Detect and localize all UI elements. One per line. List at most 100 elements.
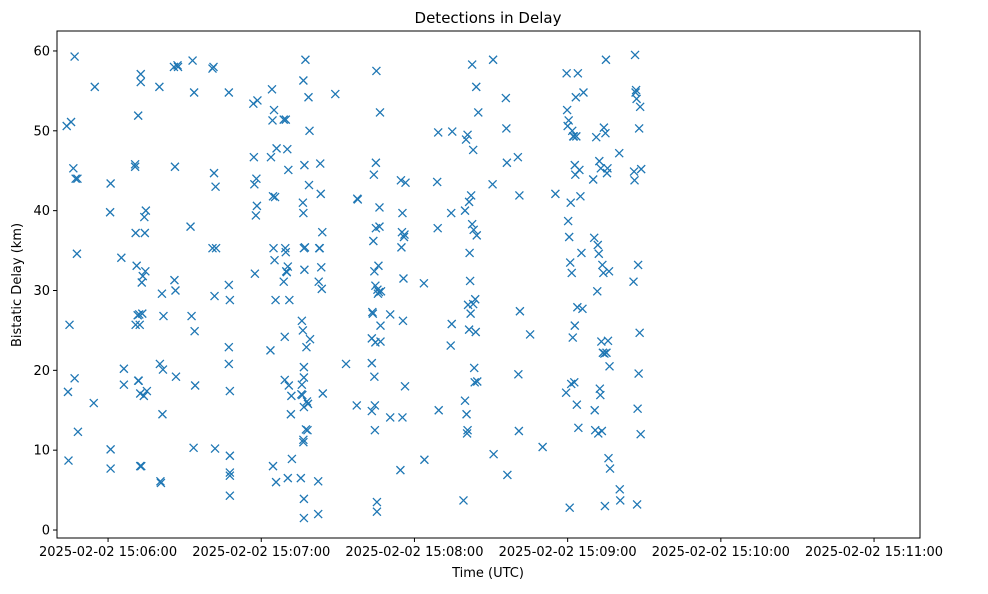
y-tick-label: 50 xyxy=(33,124,50,139)
detection-point xyxy=(419,455,429,465)
detection-point xyxy=(432,177,442,187)
detection-point xyxy=(317,227,327,237)
detection-point xyxy=(371,158,381,168)
detection-point xyxy=(298,76,308,85)
detection-point xyxy=(565,258,575,268)
detection-point xyxy=(316,262,326,272)
detection-point xyxy=(376,286,386,296)
detection-point xyxy=(370,425,380,435)
detection-point xyxy=(460,396,470,406)
detection-point xyxy=(105,207,115,217)
detection-point xyxy=(225,471,235,481)
detection-point xyxy=(399,232,409,242)
detection-point xyxy=(116,253,126,263)
x-tick-label: 2025-02-02 15:09:00 xyxy=(499,545,637,560)
detection-point xyxy=(575,191,585,201)
detection-point xyxy=(605,464,615,473)
detection-point xyxy=(633,260,643,270)
detection-point xyxy=(353,195,363,204)
detection-point xyxy=(155,359,165,369)
detection-point xyxy=(564,232,574,242)
detection-point xyxy=(140,266,150,276)
detection-point xyxy=(473,107,483,117)
detection-point xyxy=(303,425,312,435)
detection-point xyxy=(578,304,587,314)
detection-point xyxy=(132,261,142,271)
detection-point xyxy=(284,381,294,390)
detection-point xyxy=(189,443,199,453)
detection-point xyxy=(90,82,100,92)
detection-point xyxy=(592,286,602,296)
detection-point xyxy=(136,69,146,79)
detection-point xyxy=(469,363,479,373)
y-tick-label: 20 xyxy=(33,364,50,379)
detection-point xyxy=(634,369,644,378)
detection-point xyxy=(636,429,646,439)
detection-point xyxy=(434,405,444,415)
detection-point xyxy=(372,497,382,507)
detection-point xyxy=(375,107,385,117)
detection-point xyxy=(119,380,129,390)
detection-point xyxy=(570,321,580,331)
plot-frame xyxy=(56,30,921,539)
detection-point xyxy=(367,358,377,368)
detection-point xyxy=(400,381,410,391)
detection-point xyxy=(224,342,234,352)
detection-point xyxy=(601,55,611,65)
detection-point xyxy=(141,206,151,216)
detection-point xyxy=(251,174,261,184)
detection-point xyxy=(142,386,152,396)
detection-point xyxy=(460,206,470,216)
detection-point xyxy=(186,222,195,232)
detection-point xyxy=(269,243,278,253)
detection-point xyxy=(280,375,290,385)
detection-point xyxy=(131,228,141,238)
detection-point xyxy=(224,280,234,290)
detection-point xyxy=(281,115,291,125)
detection-point xyxy=(317,284,327,294)
y-tick-label: 30 xyxy=(33,284,50,299)
detection-point xyxy=(571,131,581,141)
detection-point xyxy=(446,208,456,218)
detection-point xyxy=(567,268,577,278)
detection-point xyxy=(630,175,640,185)
detection-point xyxy=(376,337,385,347)
detection-point xyxy=(283,165,293,175)
detection-point xyxy=(296,473,306,483)
detection-point xyxy=(171,286,180,295)
y-tick-label: 10 xyxy=(33,444,50,459)
detection-point xyxy=(463,130,473,140)
detection-point xyxy=(599,123,609,133)
detection-point xyxy=(135,461,145,471)
detection-point xyxy=(588,175,598,184)
detection-point xyxy=(514,426,524,436)
detection-point xyxy=(371,66,381,76)
detection-point xyxy=(283,262,293,271)
detection-point xyxy=(281,247,291,257)
detection-point xyxy=(589,233,599,243)
x-tick-label: 2025-02-02 15:06:00 xyxy=(39,545,177,560)
detection-point xyxy=(139,391,149,401)
detection-point xyxy=(590,405,600,415)
detection-point xyxy=(270,192,280,202)
detection-point xyxy=(282,144,292,154)
detection-point xyxy=(594,156,604,166)
detection-point xyxy=(596,163,606,173)
detection-point xyxy=(591,132,601,142)
detection-point xyxy=(136,461,146,471)
detection-point xyxy=(385,412,395,422)
detection-point xyxy=(341,359,351,369)
detection-point xyxy=(368,309,378,319)
detection-point xyxy=(561,388,571,398)
detection-point xyxy=(72,249,82,259)
x-tick-label: 2025-02-02 15:10:00 xyxy=(652,545,790,560)
detection-point xyxy=(465,276,475,286)
detection-point xyxy=(270,255,279,265)
detection-point xyxy=(597,426,607,436)
detection-point xyxy=(433,127,443,137)
detection-point xyxy=(501,93,511,103)
detection-point xyxy=(68,163,78,173)
detection-point xyxy=(280,332,290,342)
